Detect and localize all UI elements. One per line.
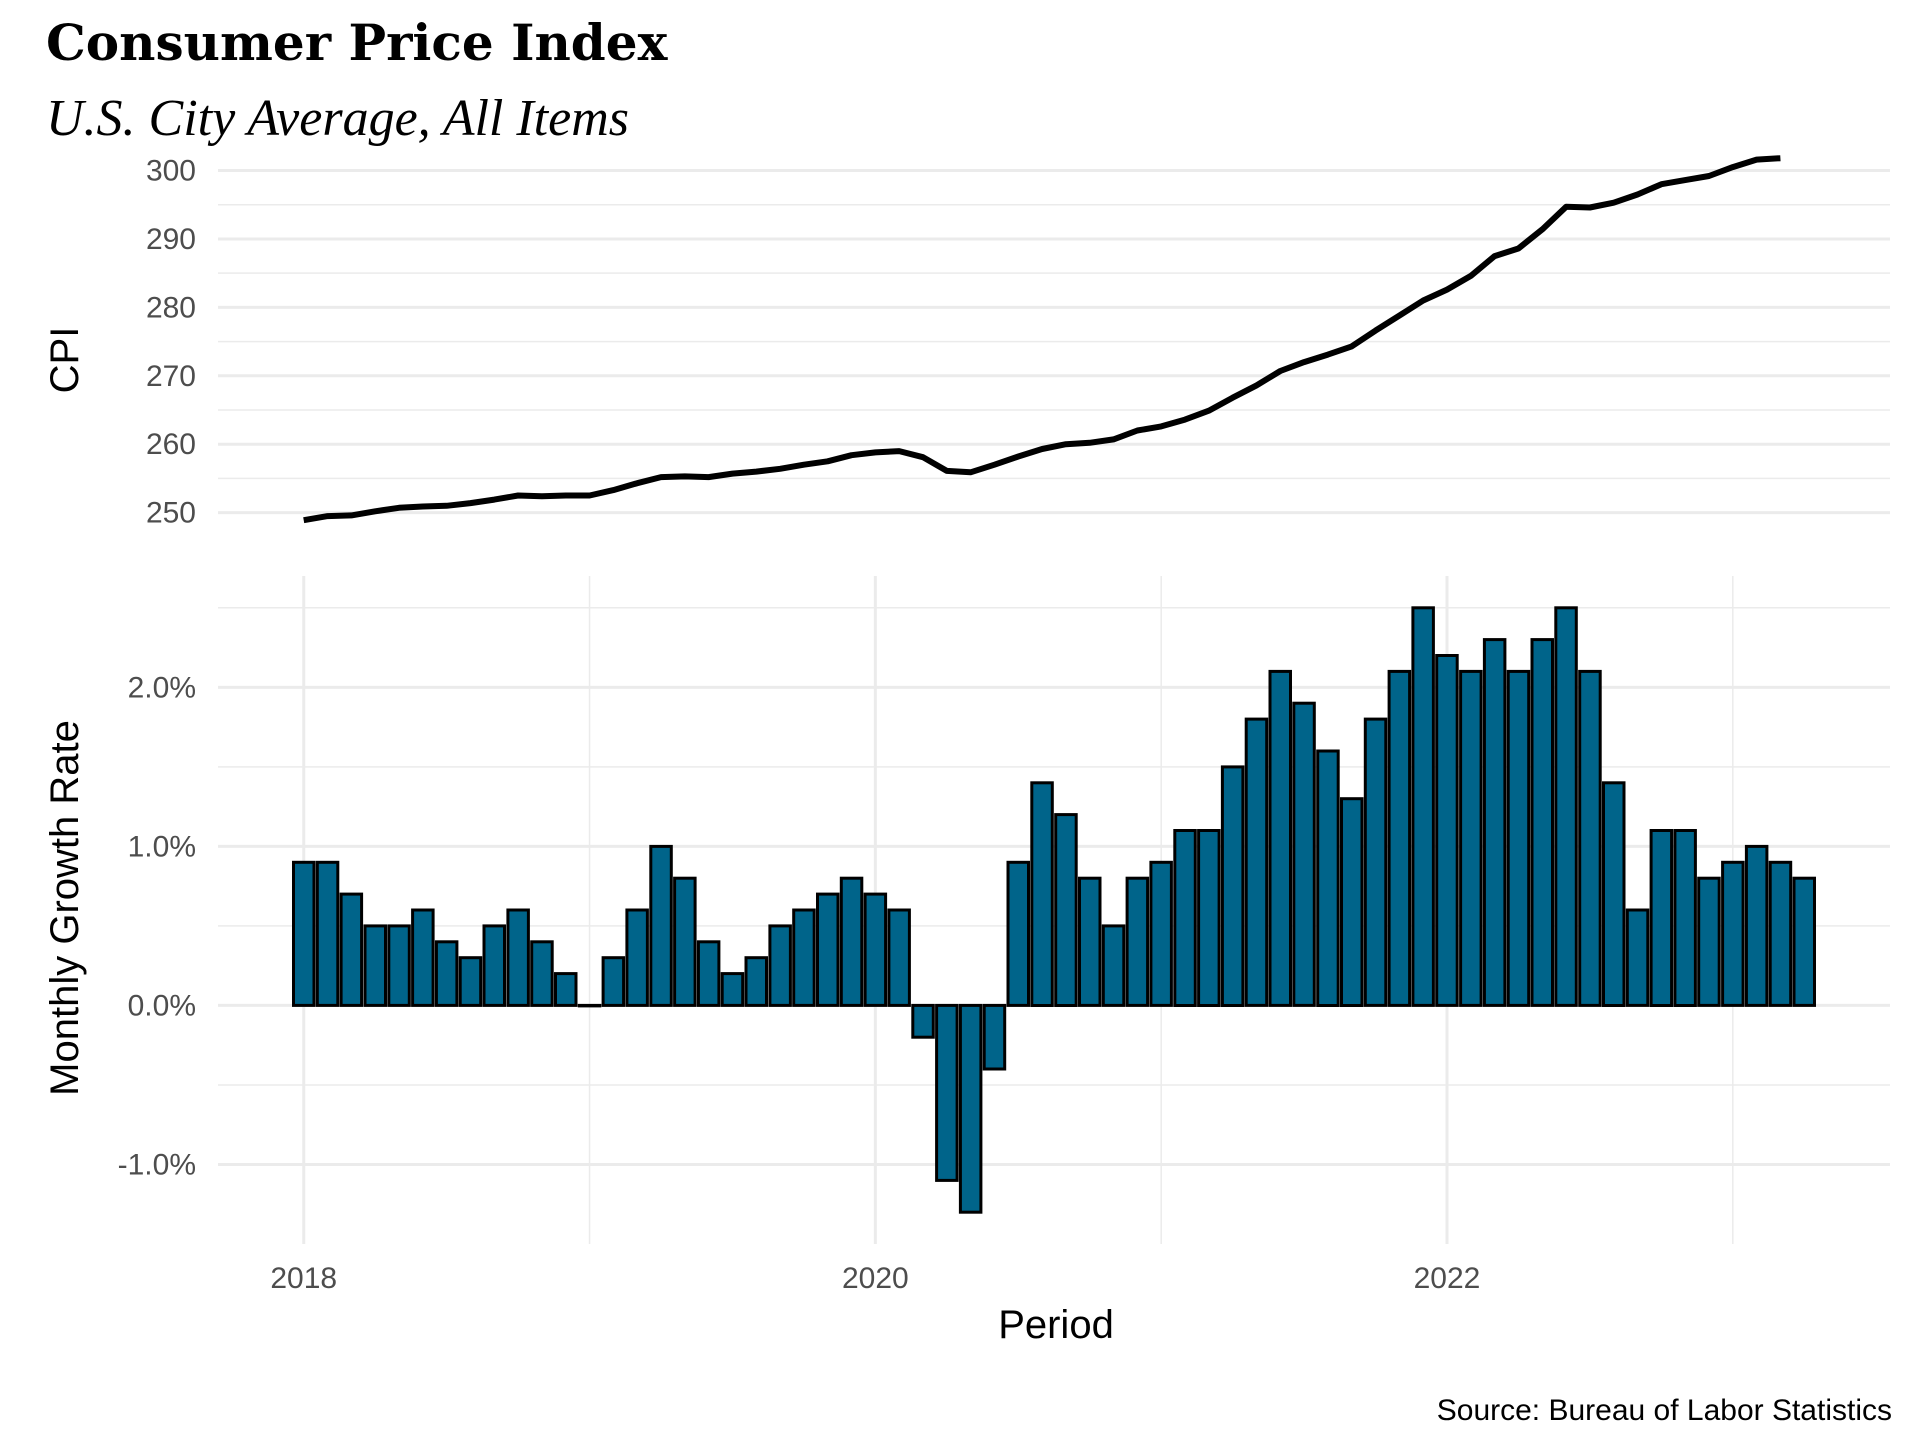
growth-bar [434, 940, 459, 1007]
growth-bar [363, 924, 387, 1007]
growth-bar [720, 972, 745, 1007]
x-tick-label: 2022 [1414, 1262, 1481, 1295]
source-caption: Source: Bureau of Labor Statistics [1437, 1394, 1892, 1427]
cpi-y-tick-label: 250 [146, 497, 196, 530]
growth-bar [577, 1003, 602, 1008]
growth-bar [1530, 638, 1554, 1007]
growth-y-tick-label: 0.0% [128, 989, 196, 1022]
growth-bar [1101, 924, 1126, 1007]
chart-title: Consumer Price Index [46, 13, 669, 72]
growth-bar [1054, 813, 1078, 1007]
growth-bar [887, 908, 911, 1007]
growth-bar [839, 876, 864, 1007]
growth-bar [792, 908, 816, 1007]
cpi-gridlines [218, 169, 1890, 515]
growth-y-tick-label: -1.0% [118, 1148, 196, 1181]
growth-bar [1078, 876, 1102, 1007]
x-tick-label: 2020 [842, 1262, 909, 1295]
growth-bar [1340, 797, 1364, 1008]
growth-bars [292, 606, 1816, 1214]
growth-bar [1792, 876, 1816, 1007]
growth-bar [1768, 860, 1793, 1007]
growth-bar [1125, 876, 1150, 1007]
growth-bar [1244, 717, 1269, 1007]
growth-bar [1173, 829, 1197, 1007]
growth-bar [625, 908, 649, 1007]
growth-bar [1363, 717, 1388, 1007]
growth-bar [768, 924, 792, 1007]
growth-bar [554, 972, 578, 1007]
growth-bar [1149, 860, 1173, 1007]
growth-bar [506, 908, 530, 1007]
cpi-y-ticks: 250 260 270 280 290 300 [146, 155, 196, 530]
growth-bar [1649, 829, 1674, 1007]
growth-bar [1578, 669, 1602, 1007]
cpi-y-axis-title: CPI [43, 327, 87, 394]
growth-y-tick-label: 2.0% [128, 671, 196, 704]
growth-bar [601, 956, 626, 1007]
cpi-y-tick-label: 270 [146, 360, 196, 393]
growth-y-axis-title: Monthly Growth Rate [43, 720, 87, 1096]
x-axis-title: Period [998, 1303, 1114, 1347]
growth-bar [1506, 669, 1531, 1007]
growth-bar [1459, 669, 1483, 1007]
growth-bar [482, 924, 506, 1007]
cpi-y-tick-label: 290 [146, 223, 196, 256]
growth-bar [1602, 781, 1626, 1007]
growth-bar [1387, 669, 1412, 1007]
growth-bar [1220, 765, 1245, 1008]
growth-bar [458, 956, 483, 1007]
growth-bar [863, 892, 888, 1007]
growth-bar [1721, 860, 1745, 1007]
growth-bar [958, 1003, 983, 1214]
growth-bar [1006, 860, 1030, 1007]
growth-bar [935, 1003, 959, 1182]
growth-bar [649, 844, 673, 1007]
growth-bar [339, 892, 364, 1007]
growth-bar [673, 876, 697, 1007]
cpi-line [303, 155, 1781, 524]
growth-bar [1554, 606, 1578, 1007]
growth-bar [982, 1003, 1007, 1071]
growth-bar [1697, 876, 1721, 1007]
cpi-y-tick-label: 300 [146, 155, 196, 188]
cpi-y-tick-label: 280 [146, 291, 196, 324]
growth-bar [1197, 829, 1221, 1007]
x-ticks: 2018 2020 2022 [270, 1262, 1480, 1295]
growth-bar [696, 940, 721, 1007]
growth-y-ticks: -1.0% 0.0% 1.0% 2.0% [118, 671, 196, 1181]
growth-bar [1292, 701, 1316, 1007]
growth-bar [1673, 829, 1697, 1007]
growth-bar [387, 924, 411, 1007]
growth-bar [1625, 908, 1650, 1007]
growth-bar [292, 860, 316, 1007]
cpi-y-tick-label: 260 [146, 428, 196, 461]
growth-bar [1482, 638, 1507, 1007]
growth-bar [1744, 844, 1769, 1007]
growth-bar [744, 956, 768, 1007]
growth-bar [1435, 654, 1459, 1007]
growth-bar [315, 860, 340, 1007]
growth-bar [1316, 749, 1340, 1007]
chart-subtitle: U.S. City Average, All Items [46, 90, 629, 147]
growth-bar [1268, 669, 1292, 1007]
growth-y-tick-label: 1.0% [128, 830, 196, 863]
growth-bar [911, 1003, 935, 1039]
growth-bar [530, 940, 554, 1007]
growth-bar [1411, 606, 1435, 1007]
growth-bar [816, 892, 840, 1007]
growth-bar [411, 908, 435, 1007]
x-tick-label: 2018 [270, 1262, 337, 1295]
growth-bar [1030, 781, 1054, 1007]
